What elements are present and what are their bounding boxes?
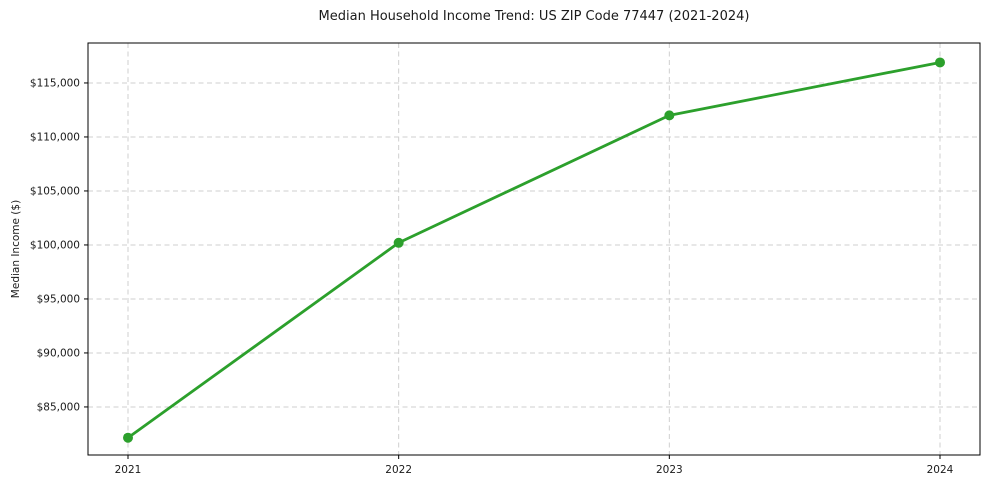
y-tick-label: $95,000 [37,293,80,305]
x-tick-label: 2024 [927,464,954,476]
y-tick-label: $105,000 [30,185,80,197]
x-tick-label: 2023 [656,464,683,476]
data-point [393,237,404,248]
y-tick-label: $110,000 [30,131,80,143]
y-tick-label: $85,000 [37,401,80,413]
data-point [935,57,945,68]
x-tick-label: 2022 [385,464,412,476]
trend-line [126,61,942,440]
y-tick-label: $90,000 [37,347,80,359]
chart-title: Median Household Income Trend: US ZIP Co… [318,9,750,24]
y-tick-label: $115,000 [30,77,80,89]
x-tick-label: 2021 [115,464,142,476]
data-point [664,110,675,121]
plot-border [87,42,981,456]
data-point [123,432,133,443]
y-tick-label: $100,000 [30,239,80,251]
